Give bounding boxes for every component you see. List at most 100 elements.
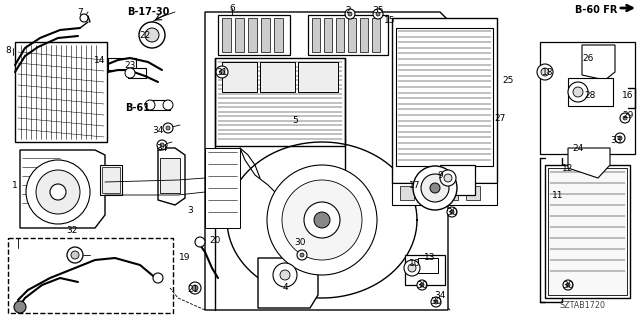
Circle shape bbox=[280, 270, 290, 280]
Text: 19: 19 bbox=[179, 253, 191, 262]
Text: B-61: B-61 bbox=[125, 103, 150, 113]
Text: 10: 10 bbox=[409, 259, 420, 268]
Circle shape bbox=[573, 87, 583, 97]
Text: 4: 4 bbox=[282, 284, 288, 292]
Circle shape bbox=[26, 160, 90, 224]
Text: 12: 12 bbox=[563, 164, 573, 172]
Circle shape bbox=[541, 68, 549, 76]
Circle shape bbox=[620, 113, 630, 123]
Bar bbox=[274, 18, 283, 52]
Text: 20: 20 bbox=[209, 236, 221, 244]
Bar bbox=[215, 58, 345, 146]
Circle shape bbox=[417, 280, 427, 290]
Circle shape bbox=[615, 133, 625, 143]
Text: 32: 32 bbox=[67, 226, 77, 235]
Circle shape bbox=[314, 212, 330, 228]
Bar bbox=[298, 62, 338, 92]
Circle shape bbox=[160, 143, 164, 147]
Text: 6: 6 bbox=[229, 4, 235, 12]
Circle shape bbox=[267, 165, 377, 275]
Text: 1: 1 bbox=[12, 180, 18, 189]
Text: 30: 30 bbox=[294, 237, 306, 246]
Text: 23: 23 bbox=[124, 60, 136, 69]
Bar bbox=[405, 255, 445, 285]
Polygon shape bbox=[568, 148, 610, 178]
Circle shape bbox=[163, 100, 173, 110]
Polygon shape bbox=[258, 258, 318, 308]
Circle shape bbox=[166, 126, 170, 130]
Circle shape bbox=[50, 184, 66, 200]
Bar bbox=[222, 18, 231, 52]
Bar bbox=[360, 18, 368, 52]
Bar bbox=[222, 62, 257, 92]
Bar bbox=[248, 18, 257, 52]
Polygon shape bbox=[158, 148, 185, 205]
Circle shape bbox=[420, 283, 424, 287]
Bar bbox=[466, 186, 480, 200]
Bar bbox=[100, 165, 122, 195]
Circle shape bbox=[563, 280, 573, 290]
Circle shape bbox=[421, 174, 449, 202]
Circle shape bbox=[192, 285, 198, 291]
Circle shape bbox=[440, 170, 456, 186]
Circle shape bbox=[348, 12, 352, 16]
Bar bbox=[540, 42, 635, 154]
Text: 17: 17 bbox=[409, 180, 420, 189]
Circle shape bbox=[444, 174, 452, 182]
Circle shape bbox=[297, 250, 307, 260]
Circle shape bbox=[139, 22, 165, 48]
Bar bbox=[108, 58, 136, 70]
Bar bbox=[15, 42, 107, 142]
Text: 35: 35 bbox=[372, 5, 384, 14]
Circle shape bbox=[623, 116, 627, 120]
Bar bbox=[444, 186, 458, 200]
Circle shape bbox=[618, 136, 622, 140]
Text: 13: 13 bbox=[424, 253, 436, 262]
Text: 16: 16 bbox=[622, 91, 634, 100]
Circle shape bbox=[145, 28, 159, 42]
Circle shape bbox=[450, 210, 454, 214]
Circle shape bbox=[537, 64, 553, 80]
Bar bbox=[348, 18, 356, 52]
Text: 30: 30 bbox=[563, 281, 573, 290]
Text: 5: 5 bbox=[292, 116, 298, 124]
Bar bbox=[418, 258, 438, 273]
Text: 28: 28 bbox=[584, 91, 596, 100]
Bar bbox=[218, 15, 290, 55]
Bar bbox=[400, 186, 414, 200]
Text: 30: 30 bbox=[430, 298, 442, 307]
Circle shape bbox=[216, 66, 228, 78]
Bar bbox=[8, 238, 173, 313]
Circle shape bbox=[413, 166, 457, 210]
Circle shape bbox=[71, 251, 79, 259]
Circle shape bbox=[434, 300, 438, 304]
Text: 7: 7 bbox=[77, 7, 83, 17]
Circle shape bbox=[163, 123, 173, 133]
Bar bbox=[568, 78, 613, 106]
Bar bbox=[548, 168, 627, 295]
Bar bbox=[235, 18, 244, 52]
Bar bbox=[422, 186, 436, 200]
Bar bbox=[148, 100, 170, 110]
Text: 27: 27 bbox=[494, 114, 506, 123]
Text: 11: 11 bbox=[552, 190, 564, 199]
Bar bbox=[160, 158, 180, 193]
Circle shape bbox=[273, 263, 297, 287]
Circle shape bbox=[430, 183, 440, 193]
Circle shape bbox=[300, 253, 304, 257]
Circle shape bbox=[125, 68, 135, 78]
Text: 26: 26 bbox=[582, 53, 594, 62]
Circle shape bbox=[404, 260, 420, 276]
Bar bbox=[392, 183, 497, 205]
Circle shape bbox=[447, 207, 457, 217]
Text: 25: 25 bbox=[502, 76, 514, 84]
Text: 30: 30 bbox=[446, 207, 458, 217]
Bar bbox=[312, 18, 320, 52]
Polygon shape bbox=[582, 45, 615, 80]
Circle shape bbox=[568, 82, 588, 102]
Text: 2: 2 bbox=[345, 5, 351, 14]
Bar bbox=[205, 148, 240, 228]
Text: 14: 14 bbox=[94, 55, 106, 65]
Text: 34: 34 bbox=[152, 125, 164, 134]
Circle shape bbox=[376, 12, 380, 16]
